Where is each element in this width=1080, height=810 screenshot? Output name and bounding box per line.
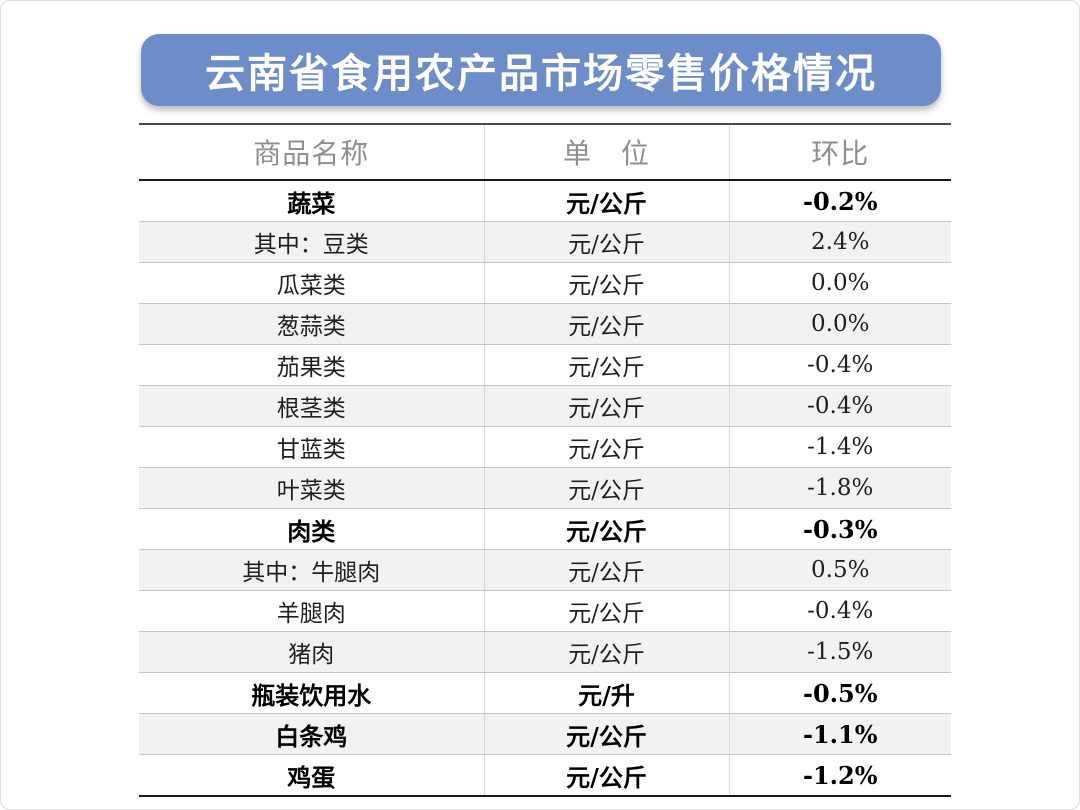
change-cell: -0.4% [728,344,951,386]
change-cell: -1.2% [728,754,951,797]
unit-cell: 元/公斤 [483,754,729,797]
unit-cell: 元/公斤 [483,221,729,263]
change-cell: -0.2% [728,180,951,222]
price-table-container: 商品名称 单 位 环比 蔬菜 元/公斤 -0.2% 其中：豆类 元/公斤 2.4… [139,123,951,797]
table-row: 葱蒜类 元/公斤 0.0% [139,303,951,345]
header-product-name: 商品名称 [139,123,484,181]
table-row: 叶菜类 元/公斤 -1.8% [139,467,951,509]
unit-cell: 元/公斤 [483,508,729,550]
product-name-cell: 肉类 [139,508,484,550]
unit-cell: 元/公斤 [483,713,729,755]
table-row: 蔬菜 元/公斤 -0.2% [139,180,951,222]
price-table: 商品名称 单 位 环比 蔬菜 元/公斤 -0.2% 其中：豆类 元/公斤 2.4… [139,123,951,797]
change-cell: 0.0% [728,262,951,304]
change-cell: -1.4% [728,426,951,468]
header-row: 商品名称 单 位 环比 [139,123,951,181]
table-row: 鸡蛋 元/公斤 -1.2% [139,754,951,797]
table-row: 根茎类 元/公斤 -0.4% [139,385,951,427]
table-header: 商品名称 单 位 环比 [139,123,951,181]
change-cell: 0.5% [728,549,951,591]
product-name-cell: 其中：牛腿肉 [139,549,484,591]
change-cell: -1.5% [728,631,951,673]
table-row: 其中：豆类 元/公斤 2.4% [139,221,951,263]
change-cell: -0.5% [728,672,951,714]
change-cell: -0.4% [728,590,951,632]
product-name-cell: 蔬菜 [139,180,484,222]
unit-cell: 元/公斤 [483,590,729,632]
product-name-cell: 叶菜类 [139,467,484,509]
unit-cell: 元/公斤 [483,262,729,304]
product-name-cell: 鸡蛋 [139,754,484,797]
table-row: 其中：牛腿肉 元/公斤 0.5% [139,549,951,591]
product-name-cell: 白条鸡 [139,713,484,755]
unit-cell: 元/公斤 [483,385,729,427]
product-name-cell: 根茎类 [139,385,484,427]
change-cell: -1.1% [728,713,951,755]
product-name-cell: 甘蓝类 [139,426,484,468]
header-change: 环比 [728,123,951,181]
unit-cell: 元/公斤 [483,549,729,591]
product-name-cell: 其中：豆类 [139,221,484,263]
unit-cell: 元/升 [483,672,729,714]
change-cell: 2.4% [728,221,951,263]
product-name-cell: 猪肉 [139,631,484,673]
title-banner: 云南省食用农产品市场零售价格情况 [141,34,941,106]
table-body: 蔬菜 元/公斤 -0.2% 其中：豆类 元/公斤 2.4% 瓜菜类 元/公斤 0… [139,180,951,797]
table-row: 肉类 元/公斤 -0.3% [139,508,951,550]
table-row: 瓜菜类 元/公斤 0.0% [139,262,951,304]
product-name-cell: 瓶装饮用水 [139,672,484,714]
page-title: 云南省食用农产品市场零售价格情况 [205,51,877,97]
header-unit: 单 位 [483,123,729,181]
unit-cell: 元/公斤 [483,180,729,222]
table-row: 甘蓝类 元/公斤 -1.4% [139,426,951,468]
product-name-cell: 茄果类 [139,344,484,386]
table-row: 白条鸡 元/公斤 -1.1% [139,713,951,755]
table-row: 茄果类 元/公斤 -0.4% [139,344,951,386]
unit-cell: 元/公斤 [483,467,729,509]
change-cell: -0.3% [728,508,951,550]
change-cell: -1.8% [728,467,951,509]
table-row: 瓶装饮用水 元/升 -0.5% [139,672,951,714]
unit-cell: 元/公斤 [483,303,729,345]
unit-cell: 元/公斤 [483,631,729,673]
change-cell: 0.0% [728,303,951,345]
unit-cell: 元/公斤 [483,344,729,386]
product-name-cell: 瓜菜类 [139,262,484,304]
table-row: 羊腿肉 元/公斤 -0.4% [139,590,951,632]
change-cell: -0.4% [728,385,951,427]
unit-cell: 元/公斤 [483,426,729,468]
product-name-cell: 羊腿肉 [139,590,484,632]
product-name-cell: 葱蒜类 [139,303,484,345]
table-row: 猪肉 元/公斤 -1.5% [139,631,951,673]
